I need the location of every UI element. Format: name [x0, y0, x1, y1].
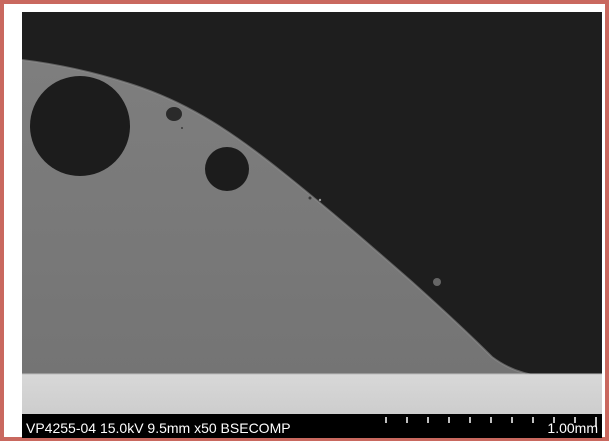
large-pore — [30, 76, 130, 176]
coating-edge-highlight — [22, 59, 602, 379]
info-bar: VP4255-04 15.0kV 9.5mm x50 BSECOMP 1.00m… — [22, 414, 602, 438]
substrate-layer — [22, 374, 602, 414]
acquisition-info: VP4255-04 15.0kV 9.5mm x50 BSECOMP — [26, 420, 291, 436]
coating-bead — [22, 60, 602, 414]
scale-label: 1.00mm — [547, 420, 598, 436]
speck — [308, 196, 312, 200]
speck — [318, 198, 322, 202]
micrograph-svg — [22, 12, 602, 414]
tiny-pore — [433, 278, 441, 286]
scale-bar: 1.00mm — [384, 414, 598, 438]
sem-micrograph — [22, 12, 602, 414]
speck — [181, 127, 183, 129]
medium-pore — [205, 147, 249, 191]
small-pore — [166, 107, 182, 121]
scale-ticks — [385, 417, 597, 427]
